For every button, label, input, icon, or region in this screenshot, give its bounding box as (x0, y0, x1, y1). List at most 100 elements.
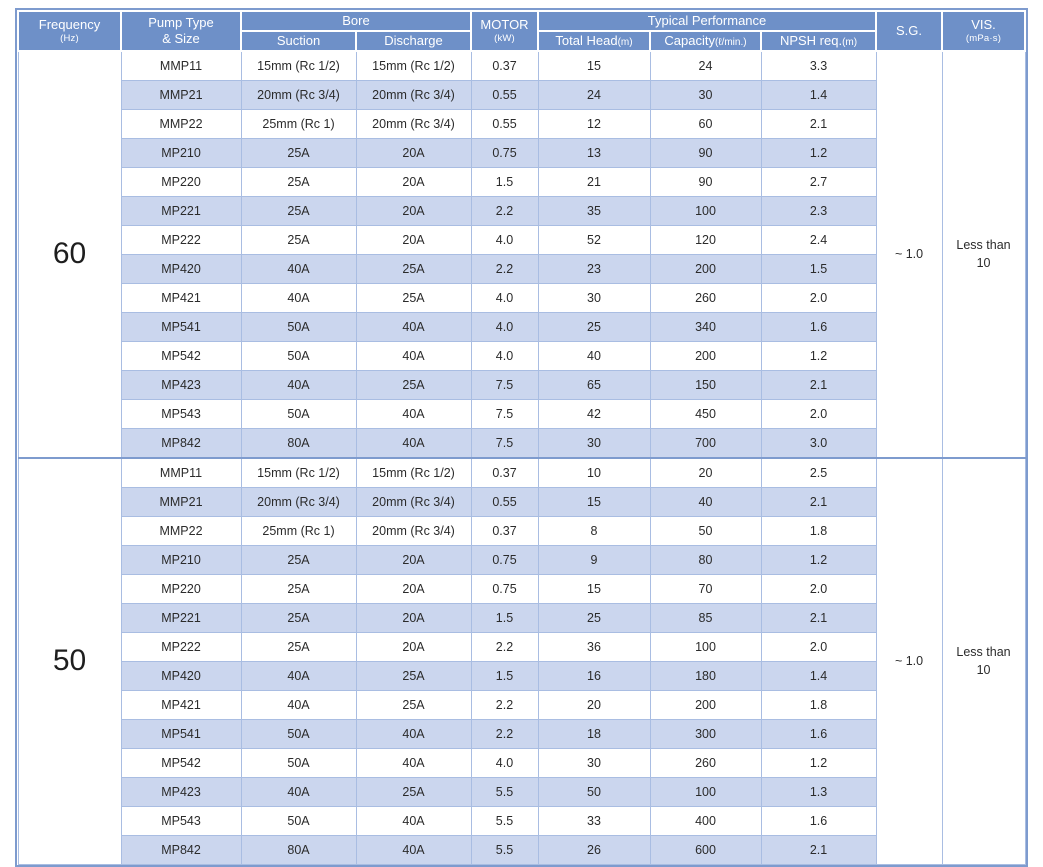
suction-bore-cell: 25A (240, 573, 357, 604)
discharge-bore-cell: 20A (355, 195, 472, 226)
vis-value-cell: Less than 10 (941, 50, 1026, 459)
table-row: MP222 25A 20A 4.0 52 120 2.4 (18, 224, 1025, 255)
table-row: MP220 25A 20A 1.5 21 90 2.7 (18, 166, 1025, 197)
capacity-cell: 260 (649, 747, 762, 778)
suction-bore-cell: 50A (240, 805, 357, 836)
table-row: MP423 40A 25A 7.5 65 150 2.1 (18, 369, 1025, 400)
capacity-cell: 120 (649, 224, 762, 255)
col-header-capacity: Capacity(ℓ/min.) (649, 29, 762, 52)
table-row: MP543 50A 40A 5.5 33 400 1.6 (18, 805, 1025, 836)
total-head-cell: 21 (537, 166, 651, 197)
suction-bore-cell: 50A (240, 718, 357, 749)
total-head-cell: 16 (537, 660, 651, 691)
motor-kw-cell: 7.5 (470, 369, 539, 400)
table-row: MMP22 25mm (Rc 1) 20mm (Rc 3/4) 0.37 8 50 1.8 (18, 515, 1025, 546)
motor-kw-cell: 4.0 (470, 311, 539, 342)
npsh-req-cell: 3.3 (760, 50, 877, 81)
capacity-cell: 340 (649, 311, 762, 342)
pump-type-cell: MP210 (120, 544, 242, 575)
suction-bore-cell: 25A (240, 544, 357, 575)
capacity-cell: 24 (649, 50, 762, 81)
total-head-cell: 65 (537, 369, 651, 400)
motor-kw-cell: 4.0 (470, 340, 539, 371)
suction-bore-cell: 15mm (Rc 1/2) (240, 456, 357, 488)
capacity-cell: 60 (649, 108, 762, 139)
suction-bore-cell: 25A (240, 166, 357, 197)
col-header-suction: Suction (240, 29, 357, 52)
npsh-req-cell: 2.5 (760, 456, 877, 488)
total-head-cell: 20 (537, 689, 651, 720)
table-header: Frequency (Hz) Pump Type & Size Bore MOT… (17, 10, 1026, 52)
table-row: MMP22 25mm (Rc 1) 20mm (Rc 3/4) 0.55 12 60 2.1 (18, 108, 1025, 139)
capacity-cell: 200 (649, 689, 762, 720)
total-head-cell: 24 (537, 79, 651, 110)
npsh-req-cell: 1.2 (760, 747, 877, 778)
motor-header-label: MOTOR (480, 17, 529, 33)
total-head-cell: 25 (537, 602, 651, 633)
table-row: MP541 50A 40A 4.0 25 340 1.6 (18, 311, 1025, 342)
table-row: 50 MMP11 15mm (Rc 1/2) 15mm (Rc 1/2) 0.37 10 2… (17, 456, 1026, 865)
suction-bore-cell: 50A (240, 747, 357, 778)
table-row: MP420 40A 25A 2.2 23 200 1.5 (18, 253, 1025, 284)
table-body: 60 MMP11 15mm (Rc 1/2) 15mm (Rc 1/2) 0.37 15 2… (17, 50, 1026, 865)
suction-bore-cell: 40A (240, 253, 357, 284)
discharge-bore-cell: 20A (355, 137, 472, 168)
motor-kw-cell: 2.2 (470, 718, 539, 749)
table-row: MMP21 20mm (Rc 3/4) 20mm (Rc 3/4) 0.55 15 40 2… (18, 486, 1025, 517)
vis-value-cell: Less than 10 (941, 456, 1026, 865)
npsh-req-cell: 1.2 (760, 137, 877, 168)
capacity-cell: 70 (649, 573, 762, 604)
suction-bore-cell: 50A (240, 340, 357, 371)
total-head-cell: 12 (537, 108, 651, 139)
npsh-req-cell: 3.0 (760, 427, 877, 459)
discharge-bore-cell: 15mm (Rc 1/2) (355, 456, 472, 488)
suction-bore-cell: 25mm (Rc 1) (240, 108, 357, 139)
table-row: MP541 50A 40A 2.2 18 300 1.6 (18, 718, 1025, 749)
col-header-discharge: Discharge (355, 29, 472, 52)
npsh-req-cell: 2.1 (760, 369, 877, 400)
total-head-cell: 13 (537, 137, 651, 168)
suction-bore-cell: 25A (240, 602, 357, 633)
total-head-cell: 15 (537, 50, 651, 81)
npsh-req-cell: 2.1 (760, 486, 877, 517)
motor-kw-cell: 0.37 (470, 515, 539, 546)
total-head-cell: 35 (537, 195, 651, 226)
discharge-bore-cell: 20mm (Rc 3/4) (355, 108, 472, 139)
total-head-cell: 25 (537, 311, 651, 342)
table-row: MP842 80A 40A 7.5 30 700 3.0 (18, 427, 1025, 459)
pump-type-cell: MP543 (120, 805, 242, 836)
table-row: MP423 40A 25A 5.5 50 100 1.3 (18, 776, 1025, 807)
npsh-req-cell: 2.0 (760, 282, 877, 313)
pump-type-cell: MP842 (120, 427, 242, 459)
capacity-cell: 200 (649, 340, 762, 371)
npsh-req-cell: 2.4 (760, 224, 877, 255)
suction-bore-cell: 25mm (Rc 1) (240, 515, 357, 546)
vis-line1: Less than (956, 237, 1011, 252)
pump-type-cell: MMP11 (120, 456, 242, 488)
discharge-bore-cell: 25A (355, 282, 472, 313)
frequency-header-unit: (Hz) (60, 32, 79, 44)
discharge-bore-cell: 40A (355, 805, 472, 836)
capacity-cell: 30 (649, 79, 762, 110)
capacity-cell: 180 (649, 660, 762, 691)
table-row: MP210 25A 20A 0.75 9 80 1.2 (18, 544, 1025, 575)
capacity-cell: 150 (649, 369, 762, 400)
motor-kw-cell: 2.2 (470, 631, 539, 662)
capacity-cell: 90 (649, 166, 762, 197)
npsh-req-cell: 2.3 (760, 195, 877, 226)
discharge-bore-cell: 20mm (Rc 3/4) (355, 515, 472, 546)
discharge-bore-cell: 15mm (Rc 1/2) (355, 50, 472, 81)
discharge-bore-cell: 40A (355, 340, 472, 371)
frequency-value-cell: 60 (17, 50, 122, 459)
suction-bore-cell: 25A (240, 137, 357, 168)
sg-value-cell: ~ 1.0 (875, 456, 943, 865)
motor-kw-cell: 7.5 (470, 427, 539, 459)
pump-type-cell: MP842 (120, 834, 242, 865)
motor-kw-cell: 0.75 (470, 544, 539, 575)
vis-header-unit: (mPa·s) (965, 32, 1002, 44)
table-row: 60 MMP11 15mm (Rc 1/2) 15mm (Rc 1/2) 0.37 15 2… (17, 50, 1026, 459)
pump-spec-table-frame: Frequency (Hz) Pump Type & Size Bore MOT… (15, 8, 1028, 867)
table-row: MP543 50A 40A 7.5 42 450 2.0 (18, 398, 1025, 429)
total-head-cell: 40 (537, 340, 651, 371)
capacity-cell: 80 (649, 544, 762, 575)
